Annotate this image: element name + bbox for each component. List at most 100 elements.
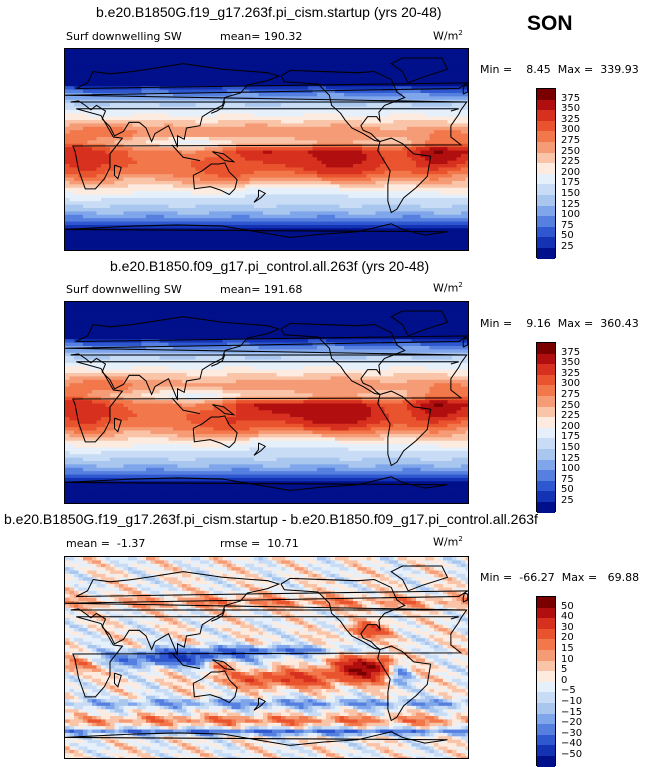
- colorbar-swatch: [537, 375, 555, 386]
- colorbar-tick-label: −15: [561, 708, 582, 718]
- colorbar-tick-label: −20: [561, 718, 582, 728]
- colorbar-tick-label: 0: [561, 676, 567, 686]
- panel-2-units: W/m2: [433, 281, 463, 295]
- colorbar-tick-label: −40: [561, 739, 582, 749]
- panel-2-variable-label: Surf downwelling SW: [66, 283, 182, 296]
- colorbar-swatch: [537, 195, 555, 206]
- colorbar-tick-label: 225: [561, 157, 580, 167]
- colorbar-tick-label: 125: [561, 454, 580, 464]
- colorbar-swatch: [537, 216, 555, 227]
- colorbar-swatch: [537, 618, 555, 629]
- colorbar-swatch: [537, 650, 555, 661]
- colorbar-tick-label: 175: [561, 432, 580, 442]
- colorbar-swatch: [537, 438, 555, 449]
- colorbar-swatch: [537, 608, 555, 619]
- colorbar-tick-label: 50: [561, 602, 574, 612]
- colorbar-swatch: [537, 184, 555, 195]
- panel-2-mean: mean= 191.68: [220, 283, 302, 296]
- panel-2-map: [64, 301, 469, 504]
- colorbar-tick-label: −50: [561, 750, 582, 760]
- colorbar-swatch: [537, 703, 555, 714]
- colorbar-tick-label: 25: [561, 242, 574, 252]
- panel-1-max-label: Max =: [558, 63, 593, 76]
- panel-3-rmse: rmse = 10.71: [220, 537, 299, 550]
- panel-3-max-value: 69.88: [608, 571, 640, 584]
- colorbar-tick-label: 40: [561, 612, 574, 622]
- colorbar-swatch: [537, 682, 555, 693]
- colorbar-tick-label: −30: [561, 729, 582, 739]
- colorbar-tick-label: −10: [561, 697, 582, 707]
- colorbar-swatch: [537, 174, 555, 185]
- colorbar-swatch: [537, 396, 555, 407]
- colorbar-tick-label: 75: [561, 475, 574, 485]
- colorbar-tick-label: 5: [561, 665, 567, 675]
- colorbar-swatch: [537, 163, 555, 174]
- colorbar-box: [536, 88, 556, 258]
- colorbar-tick-label: 350: [561, 104, 580, 114]
- colorbar-tick-label: 300: [561, 379, 580, 389]
- colorbar-swatch: [537, 745, 555, 756]
- panel-3-min-label: Min =: [480, 571, 512, 584]
- colorbar-tick-label: 150: [561, 189, 580, 199]
- colorbar-tick-label: 250: [561, 147, 580, 157]
- colorbar-tick-label: 275: [561, 136, 580, 146]
- colorbar-box: [536, 342, 556, 512]
- colorbar-tick-label: 20: [561, 633, 574, 643]
- colorbar-swatch: [537, 692, 555, 703]
- panel-1-min-label: Min =: [480, 63, 512, 76]
- colorbar-tick-label: 200: [561, 168, 580, 178]
- panel-3-min-value: -66.27: [519, 571, 554, 584]
- colorbar-swatch: [537, 417, 555, 428]
- colorbar-swatch: [537, 248, 555, 259]
- colorbar-swatch: [537, 756, 555, 767]
- panel-2-heatmap: [65, 302, 469, 504]
- colorbar-swatch: [537, 428, 555, 439]
- colorbar-swatch: [537, 481, 555, 492]
- panel-1-units: W/m2: [433, 29, 463, 43]
- colorbar-swatch: [537, 449, 555, 460]
- colorbar-swatch: [537, 142, 555, 153]
- colorbar-swatch: [537, 206, 555, 217]
- colorbar-swatch: [537, 100, 555, 111]
- colorbar-swatch: [537, 407, 555, 418]
- panel-3-mean: mean = -1.37: [66, 537, 145, 550]
- colorbar-swatch: [537, 491, 555, 502]
- colorbar-swatch: [537, 714, 555, 725]
- colorbar-tick-label: 50: [561, 231, 574, 241]
- panel-2-title: b.e20.B1850.f09_g17.pi_control.all.263f …: [110, 258, 429, 274]
- colorbar-tick-label: 100: [561, 464, 580, 474]
- colorbar-swatch: [537, 227, 555, 238]
- panel-3-heatmap: [65, 557, 469, 759]
- colorbar-tick-label: −5: [561, 686, 576, 696]
- panel-2-minmax: Min = 9.16 Max = 360.43: [480, 317, 639, 330]
- panel-1-max-value: 339.93: [600, 63, 639, 76]
- colorbar-swatch: [537, 661, 555, 672]
- panel-1-variable-label: Surf downwelling SW: [66, 30, 182, 43]
- colorbar-swatch: [537, 629, 555, 640]
- colorbar-swatch: [537, 121, 555, 132]
- panel-1-mean: mean= 190.32: [220, 30, 302, 43]
- colorbar-swatch: [537, 502, 555, 513]
- colorbar-tick-label: 125: [561, 200, 580, 210]
- colorbar-swatch: [537, 153, 555, 164]
- colorbar-swatch: [537, 343, 555, 354]
- colorbar-tick-label: 75: [561, 221, 574, 231]
- panel-3-map: [64, 556, 469, 759]
- colorbar-swatch: [537, 110, 555, 121]
- colorbar-tick-label: 375: [561, 348, 580, 358]
- colorbar-tick-label: 350: [561, 358, 580, 368]
- colorbar-tick-label: 275: [561, 390, 580, 400]
- panel-3-title: b.e20.B1850G.f19_g17.263f.pi_cism.startu…: [4, 511, 538, 527]
- colorbar-swatch: [537, 237, 555, 248]
- colorbar-swatch: [537, 470, 555, 481]
- colorbar-swatch: [537, 597, 555, 608]
- colorbar-tick-label: 325: [561, 369, 580, 379]
- season-label: SON: [527, 12, 573, 36]
- panel-2-max-label: Max =: [558, 317, 593, 330]
- colorbar-swatch: [537, 724, 555, 735]
- colorbar-tick-label: 10: [561, 655, 574, 665]
- colorbar-swatch: [537, 354, 555, 365]
- panel-3-max-label: Max =: [562, 571, 597, 584]
- colorbar-tick-label: 200: [561, 422, 580, 432]
- panel-2-max-value: 360.43: [600, 317, 639, 330]
